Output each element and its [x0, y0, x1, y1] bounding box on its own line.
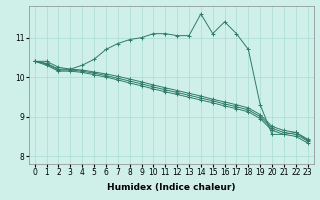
X-axis label: Humidex (Indice chaleur): Humidex (Indice chaleur) [107, 183, 236, 192]
